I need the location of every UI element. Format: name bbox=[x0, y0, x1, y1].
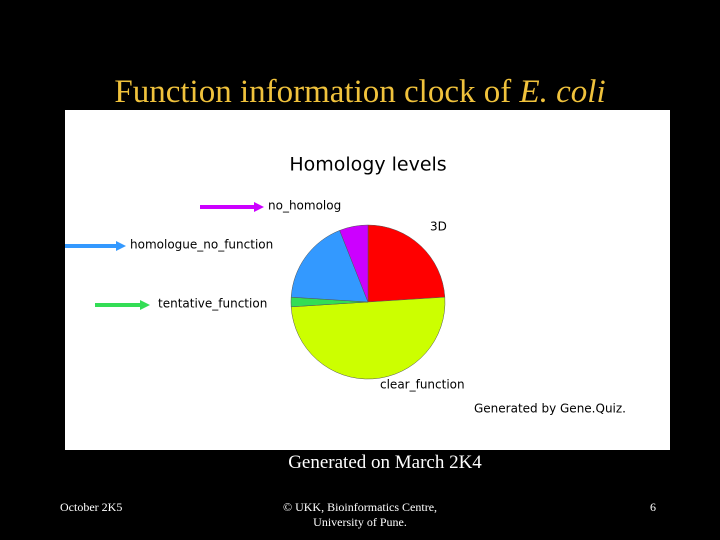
footer-date: October 2K5 bbox=[60, 500, 123, 514]
credit-line: © UKK, Bioinformatics Centre, bbox=[282, 500, 438, 514]
slice-label: tentative_function bbox=[158, 297, 267, 311]
arrow-head bbox=[140, 300, 150, 310]
slide-title: Function information clock of E. coli bbox=[0, 74, 720, 111]
pie-slice bbox=[290, 296, 446, 380]
caption: Generated on March 2K4 bbox=[288, 452, 482, 473]
slice-label: homologue_no_function bbox=[130, 238, 273, 252]
slice-label: 3D bbox=[430, 220, 447, 234]
footer-credit: © UKK, Bioinformatics Centre, University… bbox=[250, 500, 470, 530]
chart-note: Generated by Gene.Quiz. bbox=[474, 402, 626, 416]
slice-label: no_homolog bbox=[268, 199, 341, 213]
title-text: Function information clock of bbox=[114, 74, 512, 110]
arrow-head bbox=[254, 202, 264, 212]
title-italic: E. coli bbox=[519, 74, 606, 110]
slice-label: clear_function bbox=[380, 378, 465, 392]
footer-page: 6 bbox=[650, 500, 656, 514]
pie-slice bbox=[339, 224, 369, 303]
credit-line: University of Pune. bbox=[313, 515, 407, 529]
pie-slice bbox=[290, 230, 369, 303]
chart-title: Homology levels bbox=[289, 154, 446, 176]
arrow-head bbox=[116, 241, 126, 251]
pie-slice bbox=[367, 224, 446, 303]
